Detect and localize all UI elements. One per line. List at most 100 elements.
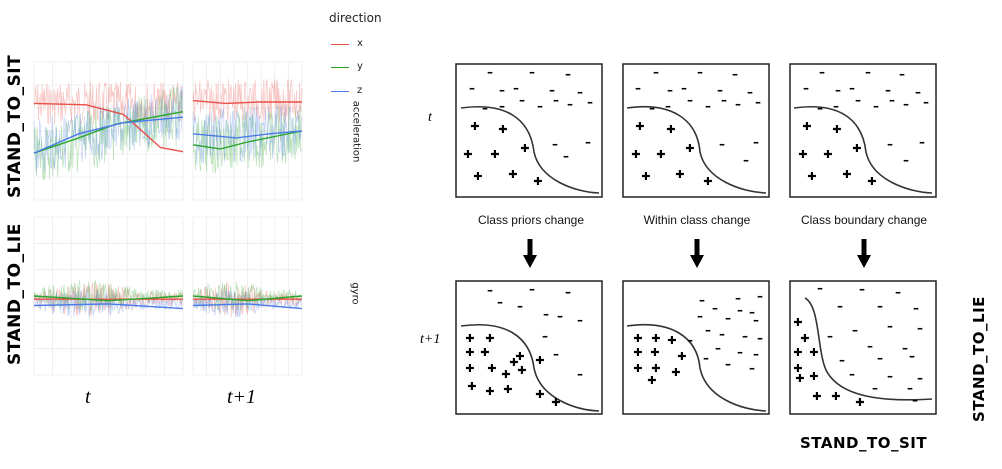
minus-point: – xyxy=(895,285,901,299)
minus-point: – xyxy=(552,137,558,151)
plus-point: ✚ xyxy=(666,123,675,136)
minus-point: – xyxy=(667,83,673,97)
minus-point: – xyxy=(549,83,555,97)
signal-z xyxy=(33,86,183,173)
minus-point: – xyxy=(919,135,925,149)
plus-point: ✚ xyxy=(485,332,494,345)
trend-x xyxy=(33,102,184,153)
minus-point: – xyxy=(721,93,727,107)
box-t-1: ✚ ✚✚✚ ✚✚ ✚✚– – –– – – – ––– – – –– –– –– xyxy=(455,63,603,198)
minus-point: – xyxy=(537,99,543,113)
plus-point: ✚ xyxy=(793,316,802,329)
plus-point: ✚ xyxy=(807,170,816,183)
minus-point: – xyxy=(903,153,909,167)
minus-point: – xyxy=(499,83,505,97)
box-t1-1: ✚ ✚✚ ✚✚ ✚✚ ✚✚ ✚ ✚ ✚✚✚✚✚– – –– –– – –––– xyxy=(455,280,603,415)
plus-point: ✚ xyxy=(641,170,650,183)
plus-point: ✚ xyxy=(867,175,876,188)
box-t1-3-frame xyxy=(789,280,937,415)
minus-point: – xyxy=(737,345,743,359)
decision-boundary xyxy=(626,106,767,194)
minus-point: – xyxy=(712,301,718,315)
minus-point: – xyxy=(565,285,571,299)
diagram-row-label-t: t xyxy=(428,110,432,125)
minus-point: – xyxy=(577,85,583,99)
arrow-head xyxy=(857,255,871,268)
plus-point: ✚ xyxy=(535,354,544,367)
plus-point: ✚ xyxy=(465,362,474,375)
signal-y xyxy=(33,280,183,312)
minus-point: – xyxy=(803,81,809,95)
minus-point: – xyxy=(487,65,493,79)
minus-point: – xyxy=(855,93,861,107)
plus-point: ✚ xyxy=(631,148,640,161)
plus-point: ✚ xyxy=(480,346,489,359)
minus-point: – xyxy=(719,327,725,341)
signal-y xyxy=(192,281,302,311)
plus-point: ✚ xyxy=(842,168,851,181)
plus-point: ✚ xyxy=(508,168,517,181)
minus-point: – xyxy=(725,357,731,371)
minus-point: – xyxy=(835,83,841,97)
down-arrow-2 xyxy=(690,239,704,268)
arrow-head xyxy=(523,255,537,268)
minus-point: – xyxy=(885,83,891,97)
minus-point: – xyxy=(697,309,703,323)
trend-z xyxy=(33,303,184,310)
legend-swatch-x xyxy=(331,44,349,45)
plus-point: ✚ xyxy=(793,346,802,359)
row-label-stand-to-lie: STAND_TO_LIE xyxy=(5,223,25,365)
change-label-class-boundary: Class boundary change xyxy=(800,213,928,227)
minus-point: – xyxy=(859,282,865,296)
minus-point: – xyxy=(849,81,855,95)
plus-point: ✚ xyxy=(509,356,518,369)
minus-point: – xyxy=(649,101,655,115)
minus-point: – xyxy=(665,99,671,113)
minus-point: – xyxy=(585,135,591,149)
row-label-stand-to-sit: STAND_TO_SIT xyxy=(5,54,25,198)
box-t1-2: ✚ ✚ ✚✚ ✚ ✚✚ ✚ ✚✚– – –– – –– – –– – – ––– – –– – – xyxy=(622,280,770,415)
minus-point: – xyxy=(903,97,909,111)
facet-label-gyro: gyro xyxy=(349,282,361,305)
signal-y xyxy=(192,104,302,174)
plus-point: ✚ xyxy=(535,388,544,401)
plus-point: ✚ xyxy=(832,123,841,136)
plus-point: ✚ xyxy=(485,385,494,398)
minus-point: – xyxy=(753,135,759,149)
trend-y xyxy=(192,295,303,302)
plus-point: ✚ xyxy=(650,346,659,359)
time-label-t-plus-1: t+1 xyxy=(227,386,257,408)
minus-point: – xyxy=(757,331,763,345)
plus-point: ✚ xyxy=(651,332,660,345)
plus-point: ✚ xyxy=(677,350,686,363)
plus-point: ✚ xyxy=(515,350,524,363)
plus-point: ✚ xyxy=(633,346,642,359)
trend-z xyxy=(192,303,303,310)
plus-point: ✚ xyxy=(675,168,684,181)
plus-point: ✚ xyxy=(501,368,510,381)
arrow-shaft xyxy=(527,239,533,257)
minus-point: – xyxy=(553,347,559,361)
time-label-t: t xyxy=(85,386,91,408)
panel-sit-t1 xyxy=(192,61,303,201)
decision-boundary xyxy=(804,297,933,401)
box-t-2-frame xyxy=(622,63,770,198)
minus-point: – xyxy=(917,321,923,335)
minus-point: – xyxy=(735,97,741,111)
plus-point: ✚ xyxy=(809,370,818,383)
minus-point: – xyxy=(923,95,929,109)
plus-point: ✚ xyxy=(671,366,680,379)
minus-point: – xyxy=(469,81,475,95)
box-t-3-frame xyxy=(789,63,937,198)
minus-point: – xyxy=(852,323,858,337)
legend-item-x: x xyxy=(357,38,363,49)
box-t1-2-frame xyxy=(622,280,770,415)
down-arrow-1 xyxy=(523,239,537,268)
panel-lie-t1 xyxy=(192,216,303,376)
plus-point: ✚ xyxy=(798,148,807,161)
plus-point: ✚ xyxy=(802,120,811,133)
minus-point: – xyxy=(887,137,893,151)
minus-point: – xyxy=(513,81,519,95)
signal-x xyxy=(192,281,302,318)
